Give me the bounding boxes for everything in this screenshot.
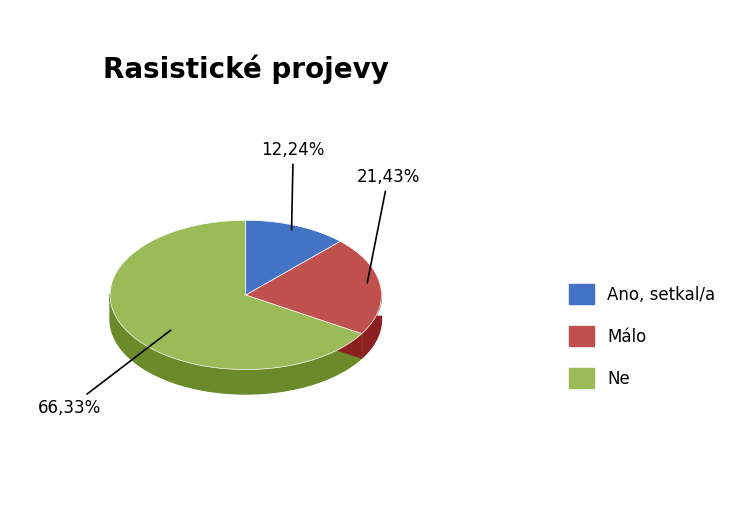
Title: Rasistické projevy: Rasistické projevy: [103, 54, 388, 84]
Polygon shape: [246, 295, 362, 358]
Text: 12,24%: 12,24%: [262, 141, 325, 230]
Text: 66,33%: 66,33%: [38, 330, 171, 417]
Polygon shape: [246, 220, 340, 295]
Polygon shape: [110, 220, 362, 370]
Polygon shape: [110, 294, 362, 394]
Legend: Ano, setkal/a, Málo, Ne: Ano, setkal/a, Málo, Ne: [562, 277, 722, 395]
Polygon shape: [246, 241, 382, 334]
Polygon shape: [246, 292, 382, 358]
Polygon shape: [246, 295, 362, 358]
Text: 21,43%: 21,43%: [356, 168, 420, 283]
